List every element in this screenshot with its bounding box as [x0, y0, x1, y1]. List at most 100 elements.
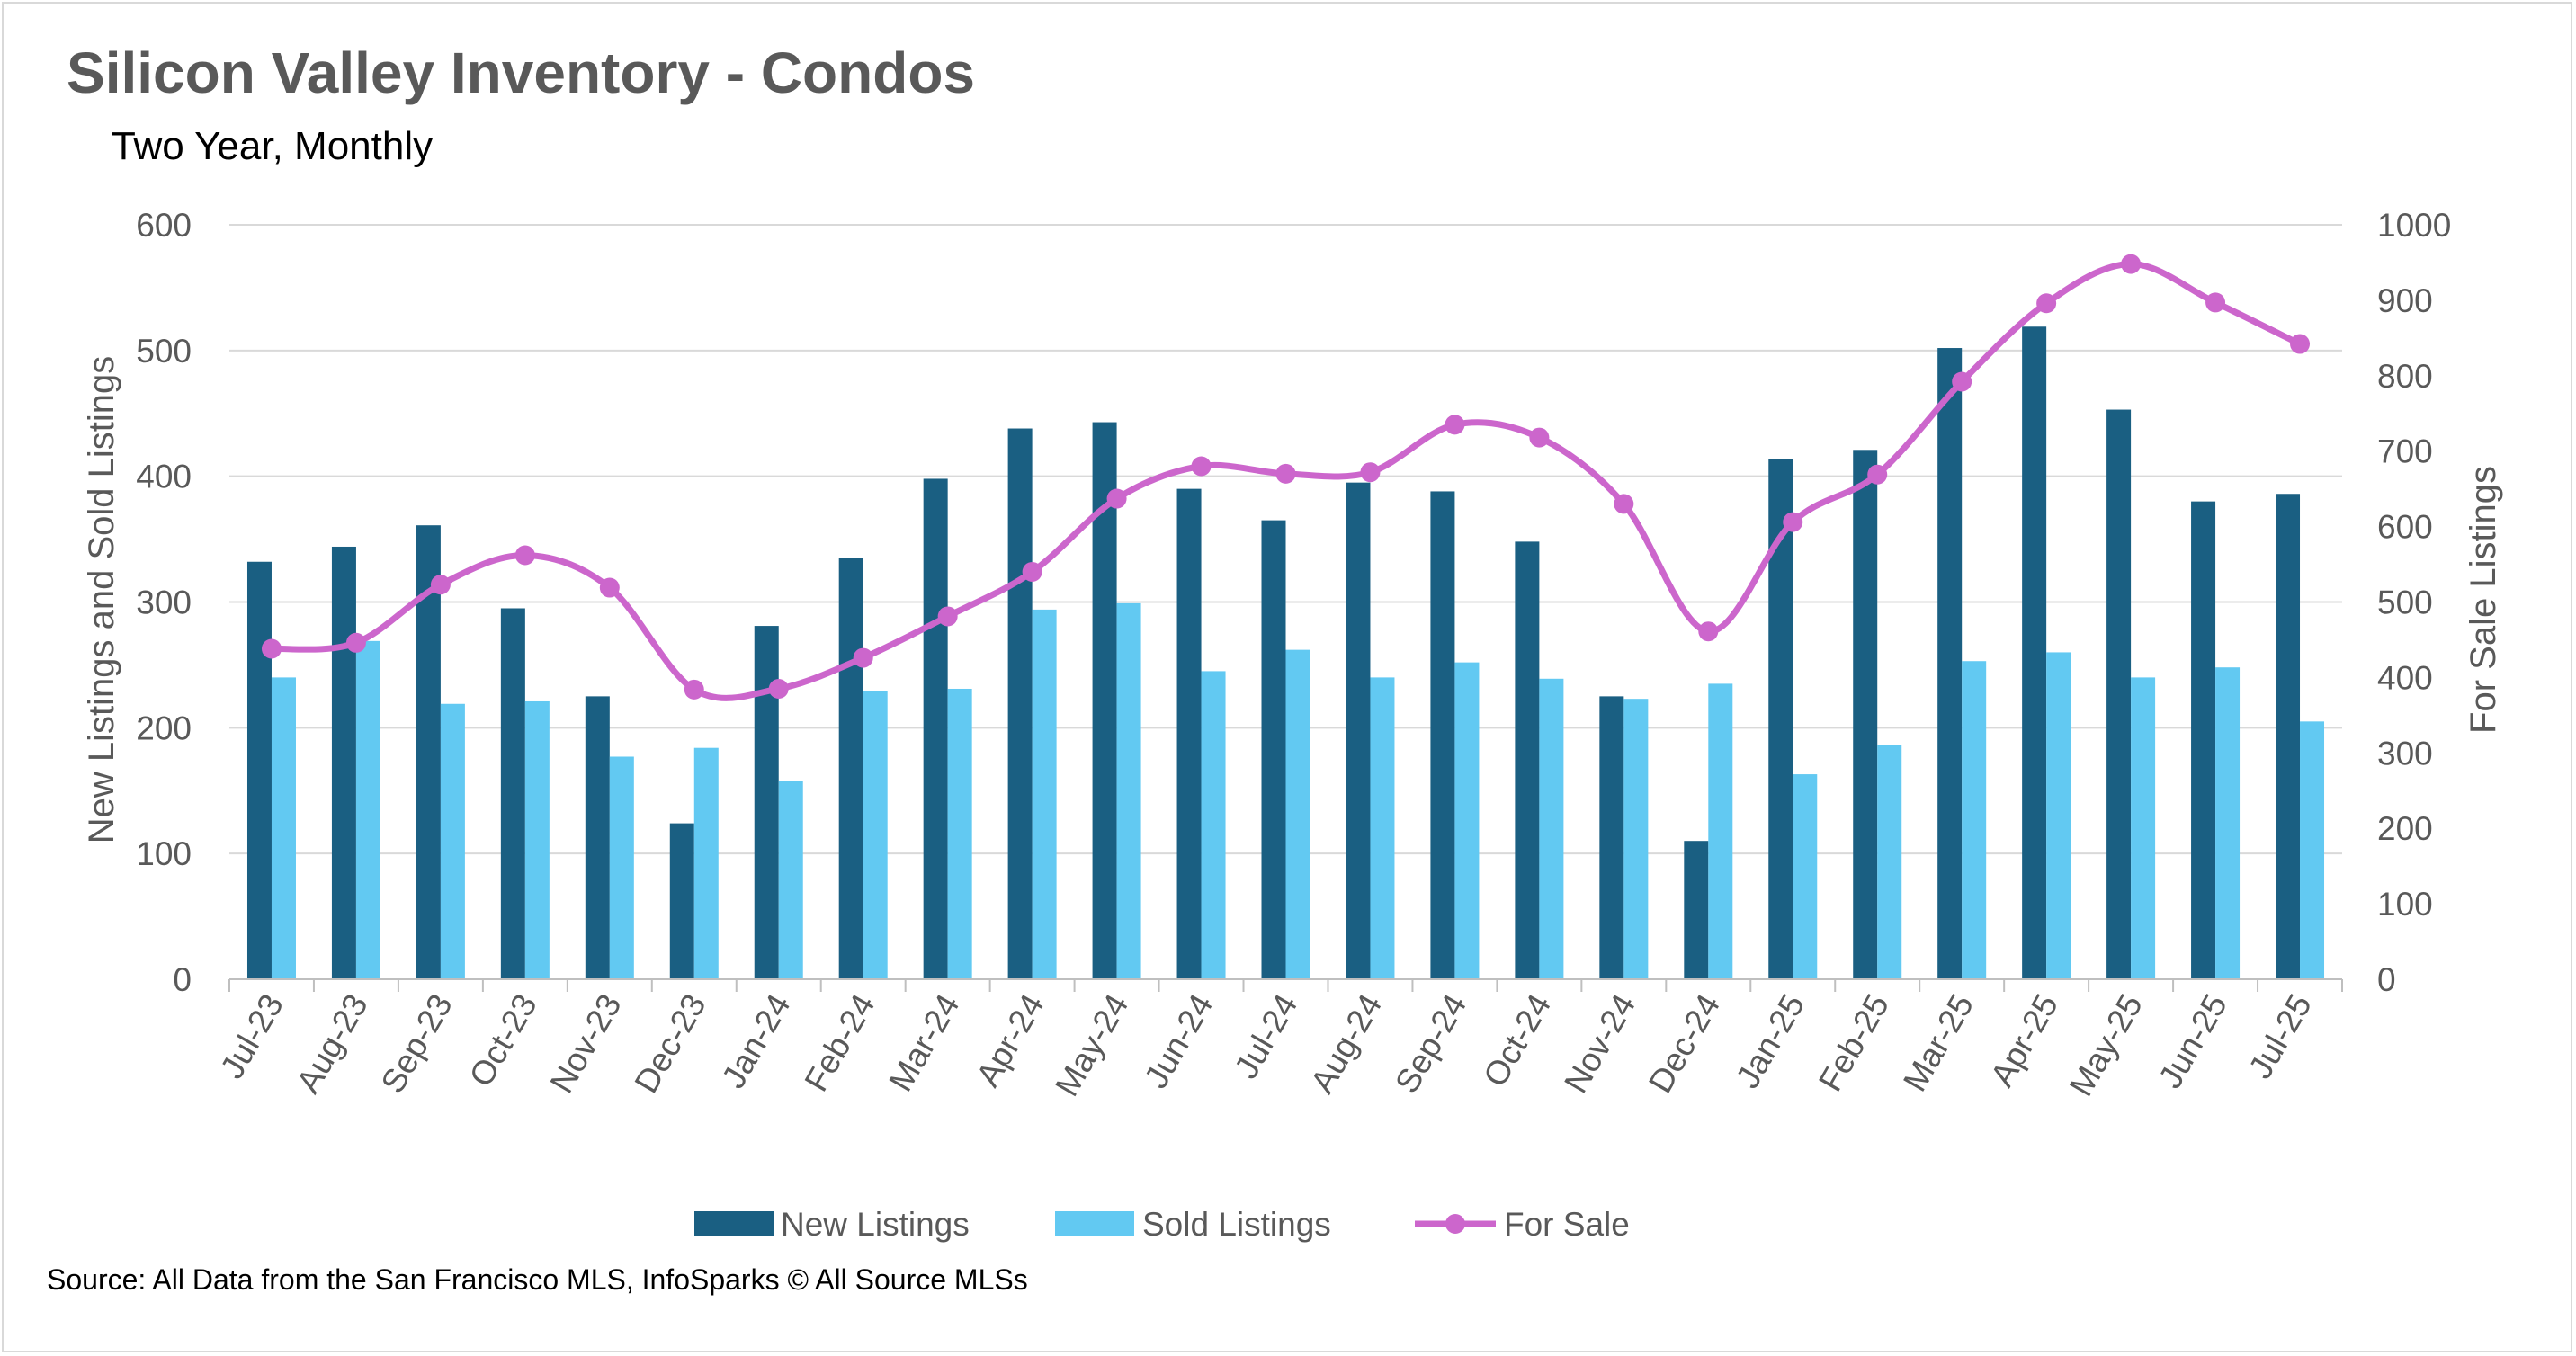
- gridlines: [229, 224, 2342, 855]
- bar-sold-listings: [1370, 677, 1395, 979]
- x-tick-label: Sep-23: [374, 988, 460, 1100]
- for-sale-marker: [853, 647, 873, 668]
- x-tick-label: Nov-24: [1557, 988, 1642, 1100]
- bar-new-listings: [1261, 520, 1286, 979]
- x-tick-label: Dec-23: [628, 988, 713, 1100]
- y-tick-label: 200: [136, 709, 192, 746]
- legend-label-sold-listings: Sold Listings: [1142, 1206, 1331, 1243]
- for-sale-marker: [1783, 512, 1803, 532]
- for-sale-marker: [1867, 464, 1888, 485]
- y-tick-label: 400: [136, 459, 192, 495]
- y2-tick-label: 1000: [2377, 207, 2451, 244]
- bar-sold-listings: [2131, 677, 2156, 979]
- bar-sold-listings: [778, 781, 803, 979]
- bar-sold-listings: [947, 688, 972, 979]
- x-tick-label: Jul-24: [1228, 988, 1305, 1085]
- for-sale-marker: [2290, 334, 2311, 354]
- bar-sold-listings: [1962, 661, 1987, 979]
- y2-tick-label: 400: [2377, 659, 2433, 696]
- for-sale-marker: [1529, 427, 1550, 448]
- for-sale-marker: [430, 575, 451, 595]
- for-sale-marker: [937, 606, 958, 627]
- for-sale-marker: [599, 577, 620, 598]
- y-tick-label: 300: [136, 584, 192, 621]
- x-tick-label: Nov-23: [543, 988, 629, 1100]
- x-tick-label: Dec-24: [1641, 988, 1727, 1100]
- x-tick-label: Aug-24: [1303, 988, 1389, 1100]
- x-tick-label: Feb-25: [1811, 988, 1896, 1098]
- bar-new-listings: [1515, 541, 1540, 979]
- for-sale-marker: [2121, 254, 2142, 274]
- y2-tick-label: 100: [2377, 886, 2433, 923]
- bar-sold-listings: [1539, 678, 1564, 979]
- bar-new-listings: [585, 696, 610, 979]
- bar-new-listings: [1430, 491, 1455, 979]
- bar-sold-listings: [2215, 667, 2241, 979]
- bar-new-listings: [1346, 482, 1371, 979]
- bar-sold-listings: [524, 700, 550, 979]
- bar-sold-listings: [863, 691, 888, 979]
- x-tick-label: Sep-24: [1388, 988, 1473, 1100]
- for-sale-marker: [1614, 494, 1634, 514]
- x-tick-label: May-25: [2062, 988, 2150, 1102]
- x-tick-label: Jan-25: [1729, 988, 1811, 1094]
- for-sale-marker: [261, 638, 282, 659]
- bar-sold-listings: [609, 756, 634, 979]
- legend-swatch-sold-listings: [1055, 1211, 1134, 1236]
- for-sale-marker: [1360, 462, 1381, 483]
- x-tick-label: Oct-23: [462, 988, 544, 1093]
- for-sale-marker: [684, 679, 704, 700]
- for-sale-marker: [1952, 371, 1972, 392]
- bar-sold-listings: [440, 703, 465, 979]
- bar-sold-listings: [1877, 745, 1902, 979]
- bar-sold-listings: [1116, 602, 1141, 979]
- y2-tick-label: 700: [2377, 433, 2433, 470]
- x-tick-label: Jul-23: [213, 988, 291, 1085]
- for-sale-marker: [514, 545, 535, 566]
- bar-sold-listings: [1793, 774, 1818, 979]
- bar-sold-listings: [1708, 683, 1733, 979]
- bar-sold-listings: [1454, 662, 1480, 979]
- x-tick-label: Jan-24: [715, 988, 798, 1094]
- for-sale-marker: [1191, 456, 1212, 477]
- x-tick-label: Oct-24: [1476, 988, 1558, 1093]
- bar-sold-listings: [693, 747, 719, 979]
- legend-swatch-new-listings: [694, 1211, 774, 1236]
- bar-new-listings: [1684, 841, 1709, 979]
- bar-new-listings: [500, 608, 525, 979]
- bar-sold-listings: [2046, 652, 2071, 979]
- bar-new-listings: [838, 558, 863, 979]
- for-sale-marker: [345, 632, 366, 653]
- legend-swatch-for-sale-marker: [1445, 1214, 1465, 1234]
- x-tick-label: Aug-23: [290, 988, 375, 1100]
- x-tick-label: Mar-24: [881, 988, 966, 1098]
- y2-tick-label: 900: [2377, 282, 2433, 319]
- bar-sold-listings: [1201, 671, 1226, 979]
- bar-new-listings: [1853, 450, 1878, 980]
- y2-tick-label: 200: [2377, 810, 2433, 847]
- bar-sold-listings: [2300, 721, 2325, 979]
- bar-new-listings: [2106, 409, 2132, 979]
- legend-label-new-listings: New Listings: [781, 1206, 970, 1243]
- legend-label-for-sale: For Sale: [1504, 1206, 1630, 1243]
- x-tick-label: Jul-25: [2241, 988, 2319, 1085]
- x-tick-label: Jun-25: [2151, 988, 2234, 1094]
- bar-new-listings: [2191, 501, 2216, 979]
- x-tick-label: Jun-24: [1137, 988, 1220, 1094]
- y2-tick-label: 0: [2377, 961, 2396, 998]
- bar-new-listings: [246, 561, 272, 979]
- y-tick-label: 600: [136, 207, 192, 244]
- bar-new-listings: [923, 478, 948, 979]
- bar-sold-listings: [1285, 649, 1310, 979]
- y2-tick-label: 600: [2377, 509, 2433, 546]
- y2-tick-label: 800: [2377, 358, 2433, 395]
- bar-sold-listings: [1032, 609, 1057, 979]
- x-tick-label: Feb-24: [798, 988, 882, 1098]
- line-series: [261, 254, 2311, 701]
- bar-sold-listings: [355, 640, 380, 979]
- for-sale-marker: [1106, 488, 1127, 509]
- for-sale-marker: [1445, 415, 1465, 435]
- y2-axis-title: For Sale Listings: [2464, 466, 2503, 734]
- bar-series: [246, 326, 2325, 980]
